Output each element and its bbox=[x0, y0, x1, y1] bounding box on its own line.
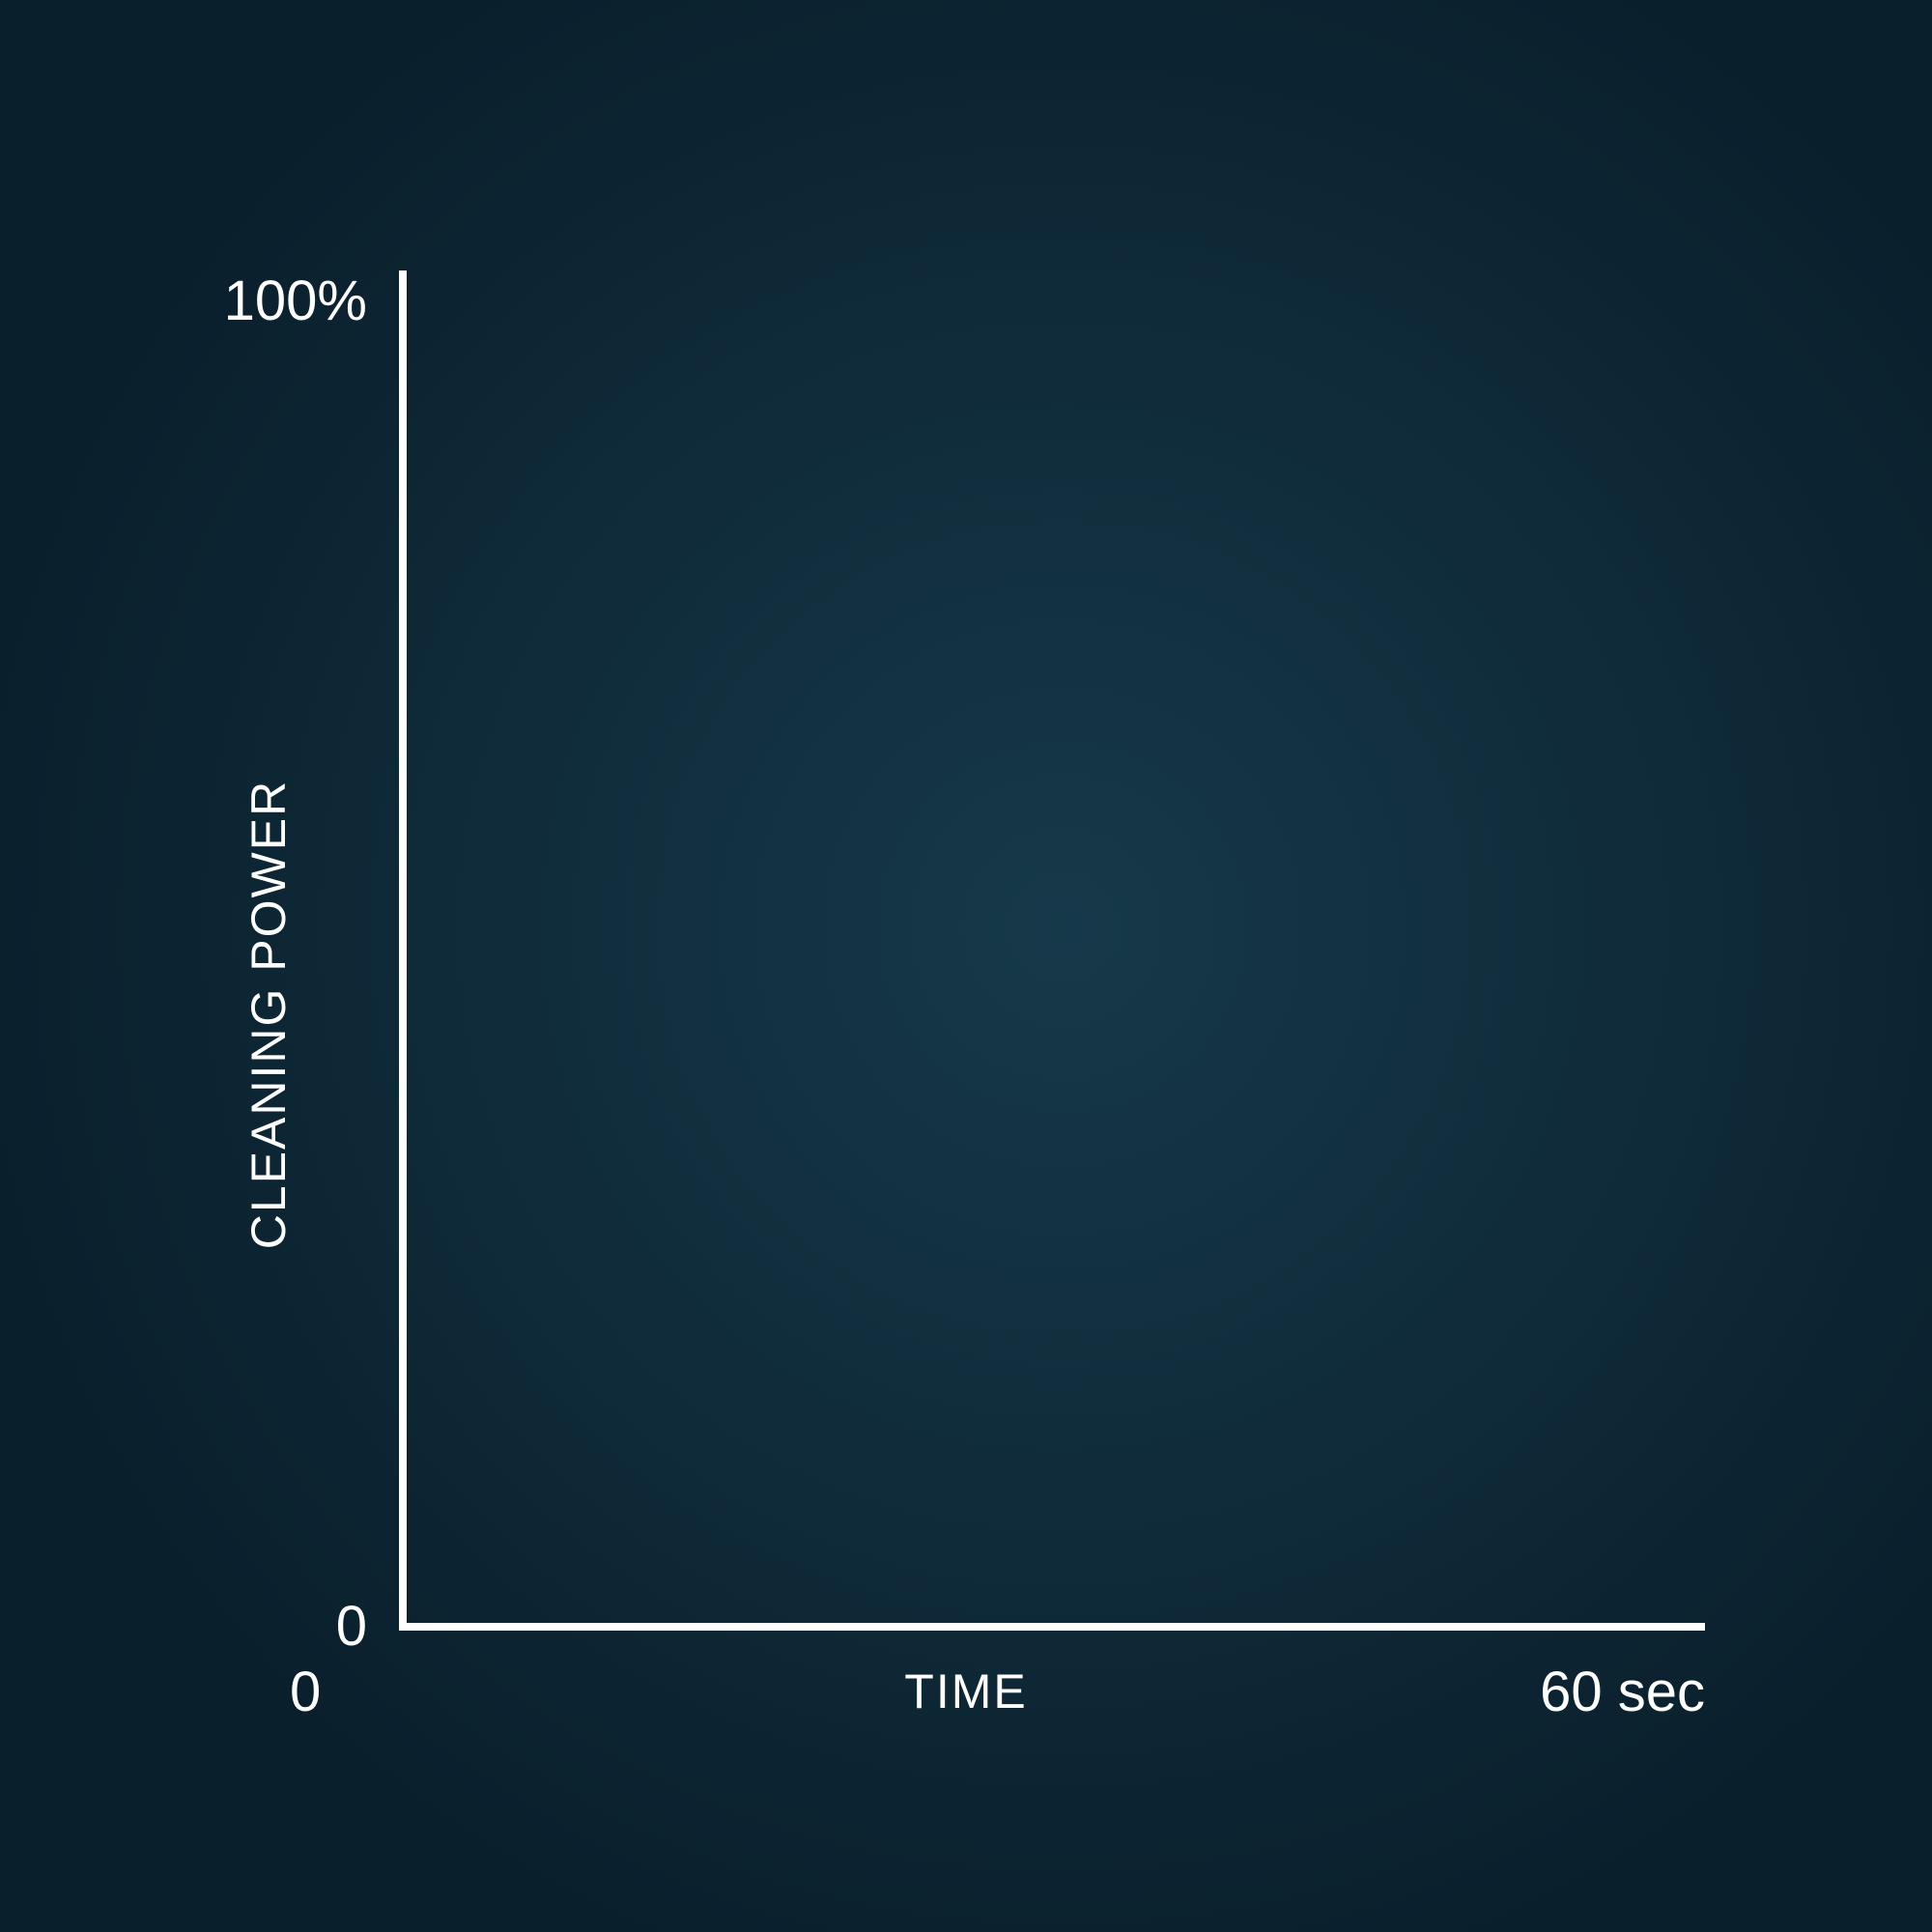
x-axis-min-label: 0 bbox=[290, 1660, 321, 1724]
chart-canvas: 100% 0 0 60 sec CLEANING POWER TIME bbox=[0, 0, 1932, 1932]
y-axis-max-label: 100% bbox=[224, 269, 367, 333]
y-axis-line bbox=[399, 270, 407, 1631]
x-axis-line bbox=[399, 1623, 1705, 1631]
y-axis-min-label: 0 bbox=[336, 1594, 367, 1659]
y-axis-title: CLEANING POWER bbox=[241, 780, 297, 1249]
x-axis-max-label: 60 sec bbox=[1540, 1660, 1705, 1724]
x-axis-title: TIME bbox=[904, 1663, 1027, 1719]
